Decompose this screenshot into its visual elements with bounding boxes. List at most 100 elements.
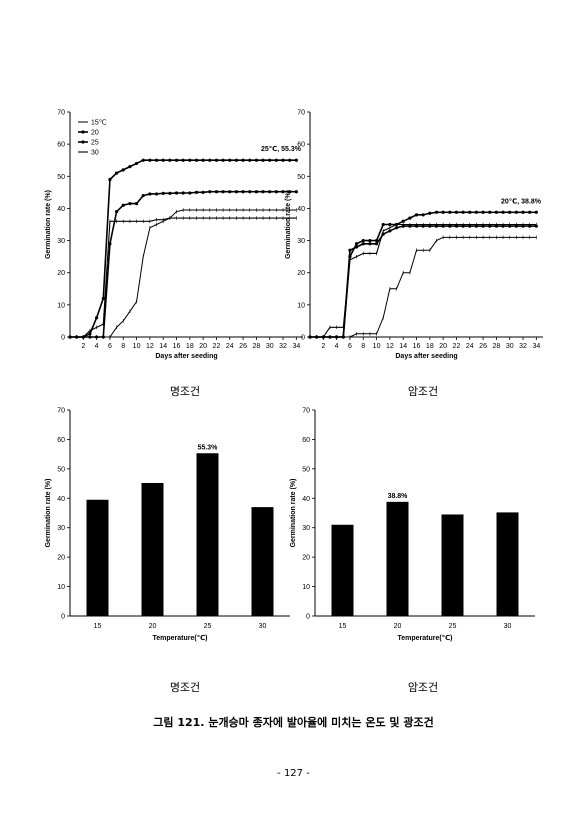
x-tick-label: 25 <box>204 623 212 630</box>
bar-25 <box>196 453 219 616</box>
data-point <box>108 177 112 182</box>
data-point <box>121 168 125 172</box>
data-point <box>148 158 152 162</box>
data-point <box>141 193 145 198</box>
caption-dark-bottom: 암조건 <box>407 681 439 694</box>
series-line-3 <box>310 223 537 338</box>
data-point <box>241 158 245 162</box>
y-tick-label: 50 <box>297 174 305 181</box>
legend-label: 15℃ <box>91 120 107 127</box>
x-tick-label: 2 <box>81 343 85 350</box>
data-point <box>288 158 292 162</box>
y-tick-label: 50 <box>57 466 65 473</box>
data-point <box>474 210 479 214</box>
y-tick-label: 30 <box>57 525 65 532</box>
x-tick-label: 24 <box>226 343 234 350</box>
data-point <box>454 210 459 214</box>
data-point <box>381 222 385 227</box>
y-tick-label: 30 <box>302 525 310 532</box>
y-tick-label: 10 <box>57 302 65 309</box>
x-tick-label: 22 <box>453 343 461 350</box>
x-tick-label: 28 <box>253 343 261 350</box>
data-point <box>128 202 132 206</box>
data-point <box>101 335 105 339</box>
data-point <box>448 210 452 214</box>
y-axis-title: Germination rate (%) <box>290 479 297 548</box>
x-tick-label: 18 <box>426 343 434 350</box>
x-tick-label: 30 <box>259 623 267 630</box>
data-point <box>95 335 99 339</box>
y-tick-label: 70 <box>297 110 305 117</box>
bar-15 <box>86 499 109 616</box>
x-tick-label: 15 <box>94 623 102 630</box>
legend-label: 30 <box>91 150 99 157</box>
x-tick-label: 25 <box>449 623 457 630</box>
data-point <box>428 211 432 215</box>
bar-20 <box>141 482 164 616</box>
data-point <box>421 213 425 217</box>
x-tick-label: 2 <box>321 343 325 350</box>
x-tick-label: 10 <box>133 343 141 350</box>
data-point <box>401 219 405 223</box>
data-point <box>161 191 165 195</box>
caption-light-top: 명조건 <box>169 385 201 398</box>
x-tick-label: 32 <box>519 343 527 350</box>
y-tick-label: 20 <box>297 270 305 277</box>
x-tick-label: 4 <box>335 343 339 350</box>
data-point <box>154 158 159 162</box>
data-point <box>141 158 145 162</box>
y-tick-label: 20 <box>302 555 310 562</box>
data-point <box>115 210 119 214</box>
data-point <box>254 190 258 194</box>
data-point <box>388 229 392 233</box>
data-point <box>274 190 278 194</box>
data-point <box>268 190 272 194</box>
y-tick-label: 0 <box>61 614 65 621</box>
y-tick-label: 0 <box>61 335 65 342</box>
data-point <box>101 296 105 301</box>
data-point <box>494 210 498 214</box>
x-tick-label: 24 <box>466 343 474 350</box>
data-point <box>408 216 412 220</box>
x-tick-label: 18 <box>186 343 194 350</box>
data-point <box>254 158 258 162</box>
y-tick-label: 20 <box>57 270 65 277</box>
data-point <box>461 210 465 214</box>
data-point <box>115 171 119 175</box>
x-tick-label: 30 <box>504 623 512 630</box>
y-tick-label: 60 <box>302 437 310 444</box>
x-tick-label: 12 <box>386 343 394 350</box>
data-point <box>208 158 212 162</box>
y-tick-label: 10 <box>297 302 305 309</box>
data-point <box>168 191 172 195</box>
data-point <box>508 210 512 214</box>
x-tick-label: 15 <box>339 623 347 630</box>
data-point <box>228 190 232 194</box>
data-point <box>234 158 239 162</box>
data-point <box>394 226 399 230</box>
y-tick-label: 30 <box>57 238 65 245</box>
data-point <box>174 158 179 162</box>
caption-light-bottom: 명조건 <box>169 681 201 694</box>
data-point <box>134 161 139 166</box>
data-point <box>481 210 485 214</box>
data-point <box>214 158 219 162</box>
bar-chart-dark: 0 10 20 30 40 50 60 70 Germination rate (%) 15 20 3… <box>290 408 535 642</box>
data-point <box>174 191 179 195</box>
bar-value-label: 38.8% <box>388 493 409 500</box>
x-tick-label: 16 <box>173 343 181 350</box>
data-point <box>261 190 265 194</box>
y-tick-label: 0 <box>306 614 310 621</box>
data-point <box>88 332 92 336</box>
data-point <box>294 190 298 194</box>
data-point <box>188 191 192 195</box>
data-point <box>194 158 199 162</box>
x-axis-title: Temperature(℃) <box>397 634 452 642</box>
y-tick-label: 50 <box>57 174 65 181</box>
data-point <box>328 335 332 339</box>
x-tick-label: 6 <box>348 343 352 350</box>
data-point <box>128 165 132 169</box>
data-point <box>88 335 92 339</box>
bar-30 <box>496 512 519 616</box>
